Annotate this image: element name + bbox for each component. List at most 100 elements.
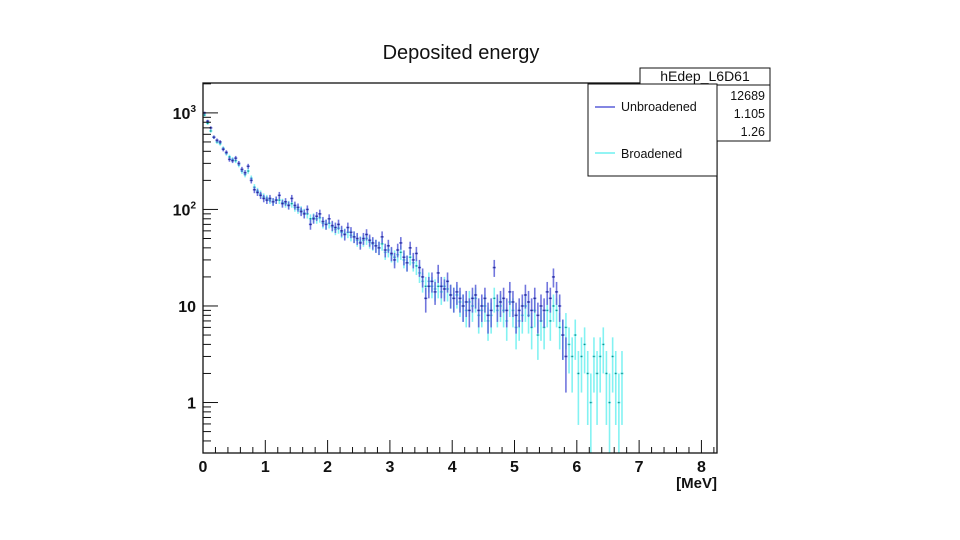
data-point <box>365 233 368 236</box>
data-point <box>568 343 570 346</box>
data-point <box>540 305 542 307</box>
data-point <box>247 165 249 168</box>
data-point <box>387 245 390 247</box>
data-point <box>614 372 617 375</box>
y-axis-ticks <box>203 83 218 454</box>
data-point <box>452 297 455 300</box>
data-point <box>449 294 452 296</box>
data-point <box>378 247 380 249</box>
data-point <box>225 151 228 154</box>
data-point <box>518 309 520 312</box>
chart-title: Deposited energy <box>383 42 540 64</box>
data-point <box>259 194 262 197</box>
data-point <box>309 217 312 220</box>
data-point <box>608 401 611 404</box>
data-point <box>543 309 545 312</box>
data-point <box>381 243 383 245</box>
data-point <box>340 230 343 232</box>
y-tick-label: 103 <box>173 104 197 123</box>
data-point <box>446 280 449 283</box>
data-point <box>571 355 573 358</box>
data-point <box>250 179 253 182</box>
stats-box-title: hEdep_L6D61 <box>660 68 750 84</box>
data-point <box>396 249 399 251</box>
data-point <box>555 291 558 293</box>
x-tick-label: 2 <box>323 459 332 476</box>
data-point <box>477 309 480 312</box>
data-point <box>403 256 405 259</box>
data-point <box>552 305 555 307</box>
stats-entries-value: 12689 <box>730 89 765 103</box>
data-point <box>241 168 243 171</box>
data-point <box>356 237 359 240</box>
x-tick-label: 0 <box>199 459 208 476</box>
data-point <box>287 204 290 207</box>
data-point <box>206 122 209 125</box>
data-point <box>384 249 387 251</box>
data-point <box>303 213 306 215</box>
data-point <box>415 265 418 267</box>
data-point <box>533 297 536 300</box>
data-point <box>409 247 411 249</box>
data-point <box>400 242 402 244</box>
data-point <box>583 343 586 346</box>
data-point <box>306 208 309 211</box>
data-point <box>290 197 293 200</box>
data-point <box>596 372 598 375</box>
data-point <box>552 276 555 278</box>
legend-label-broadened: Broadened <box>621 147 682 161</box>
data-point <box>266 199 268 201</box>
data-point <box>621 372 623 375</box>
data-point <box>586 372 589 375</box>
y-tick-label: 10 <box>178 299 196 316</box>
data-point <box>618 401 620 404</box>
data-point <box>284 200 287 203</box>
data-point <box>602 343 605 346</box>
data-point <box>558 305 561 307</box>
data-point <box>393 259 396 261</box>
data-point <box>375 245 377 247</box>
data-point <box>490 309 492 312</box>
data-point <box>562 334 564 336</box>
data-point <box>487 314 489 317</box>
data-point <box>527 301 530 303</box>
series-layer <box>203 111 624 453</box>
data-point <box>509 291 511 293</box>
data-point <box>269 197 271 200</box>
data-point <box>537 334 539 336</box>
x-axis-title: [MeV] <box>676 475 717 492</box>
data-point <box>443 288 446 290</box>
data-point <box>203 114 206 116</box>
data-point <box>505 309 508 312</box>
data-point <box>222 148 225 151</box>
data-point <box>247 170 249 172</box>
data-point <box>359 242 362 244</box>
data-point <box>474 294 477 296</box>
data-point <box>334 226 337 229</box>
data-point <box>521 305 524 307</box>
data-point <box>343 233 346 236</box>
stats-stddev-value: 1.26 <box>741 125 765 139</box>
data-point <box>555 309 558 312</box>
data-point <box>328 217 330 220</box>
y-tick-label: 1 <box>187 396 196 413</box>
data-point <box>253 188 256 191</box>
data-point <box>465 301 468 303</box>
data-point <box>549 320 552 322</box>
data-point <box>515 314 517 317</box>
data-point <box>409 256 411 259</box>
data-point <box>412 259 415 261</box>
data-point <box>278 199 281 201</box>
data-point <box>493 266 496 269</box>
data-point <box>468 309 471 312</box>
series-broadened <box>203 113 624 453</box>
data-point <box>496 305 499 307</box>
data-point <box>611 355 614 358</box>
data-point <box>605 372 608 375</box>
data-point <box>440 285 443 288</box>
data-point <box>546 309 549 312</box>
data-point <box>281 202 284 205</box>
x-tick-label: 7 <box>635 459 644 476</box>
data-point <box>502 297 505 300</box>
